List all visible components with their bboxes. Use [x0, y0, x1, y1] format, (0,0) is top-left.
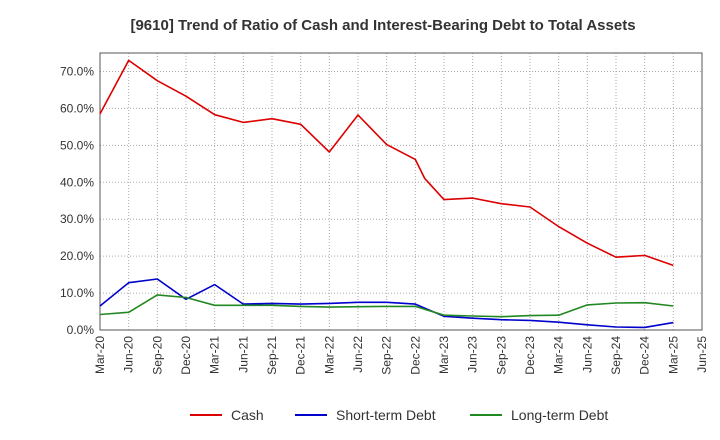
- x-tick-label: Jun-24: [580, 336, 594, 373]
- series-line-cash: [99, 59, 674, 267]
- x-tick-label: Mar-24: [552, 336, 566, 374]
- x-tick-label: Jun-23: [466, 336, 480, 373]
- grid: [100, 53, 702, 330]
- legend-label-long-term-debt: Long-term Debt: [511, 407, 608, 423]
- x-tick-label: Jun-22: [351, 336, 365, 373]
- x-tick-label: Sep-23: [494, 336, 508, 375]
- legend: Cash Short-term Debt Long-term Debt: [190, 407, 608, 423]
- legend-label-short-term-debt: Short-term Debt: [336, 407, 436, 423]
- x-axis: Mar-20 Jun-20 Sep-20 Dec-20 Mar-21 Jun-21 Sep-…: [93, 336, 709, 375]
- x-tick-label: Dec-22: [408, 336, 422, 375]
- plot-frame: [99, 52, 703, 331]
- y-tick-label: 10.0%: [60, 286, 94, 300]
- x-tick-label: Sep-22: [380, 336, 394, 375]
- legend-label-cash: Cash: [231, 407, 264, 423]
- x-tick-label: Mar-25: [666, 336, 680, 374]
- y-tick-label: 30.0%: [60, 212, 94, 226]
- x-tick-label: Mar-20: [93, 336, 107, 374]
- chart-title: [9610] Trend of Ratio of Cash and Intere…: [130, 17, 635, 34]
- x-tick-label: Mar-21: [208, 336, 222, 374]
- x-tick-label: Jun-20: [122, 336, 136, 373]
- x-tick-label: Jun-25: [695, 336, 709, 373]
- y-tick-label: 70.0%: [60, 64, 94, 78]
- x-tick-label: Dec-20: [179, 336, 193, 375]
- x-tick-label: Dec-23: [523, 336, 537, 375]
- x-tick-label: Sep-20: [150, 336, 164, 375]
- x-tick-label: Sep-24: [609, 336, 623, 375]
- x-tick-label: Dec-24: [638, 336, 652, 375]
- series-line-short-term-debt: [99, 278, 674, 329]
- series-lines: [99, 59, 674, 329]
- y-tick-label: 60.0%: [60, 101, 94, 115]
- x-tick-label: Jun-21: [236, 336, 250, 373]
- y-axis: 0.0% 10.0% 20.0% 30.0% 40.0% 50.0% 60.0% 70.0%: [60, 64, 94, 337]
- x-tick-label: Sep-21: [265, 336, 279, 375]
- y-tick-label: 0.0%: [67, 323, 95, 337]
- x-tick-label: Mar-23: [437, 336, 451, 374]
- y-tick-label: 40.0%: [60, 175, 94, 189]
- y-tick-label: 50.0%: [60, 138, 94, 152]
- series-line-long-term-debt: [99, 294, 674, 318]
- x-tick-label: Dec-21: [294, 336, 308, 375]
- y-tick-label: 20.0%: [60, 249, 94, 263]
- x-tick-label: Mar-22: [322, 336, 336, 374]
